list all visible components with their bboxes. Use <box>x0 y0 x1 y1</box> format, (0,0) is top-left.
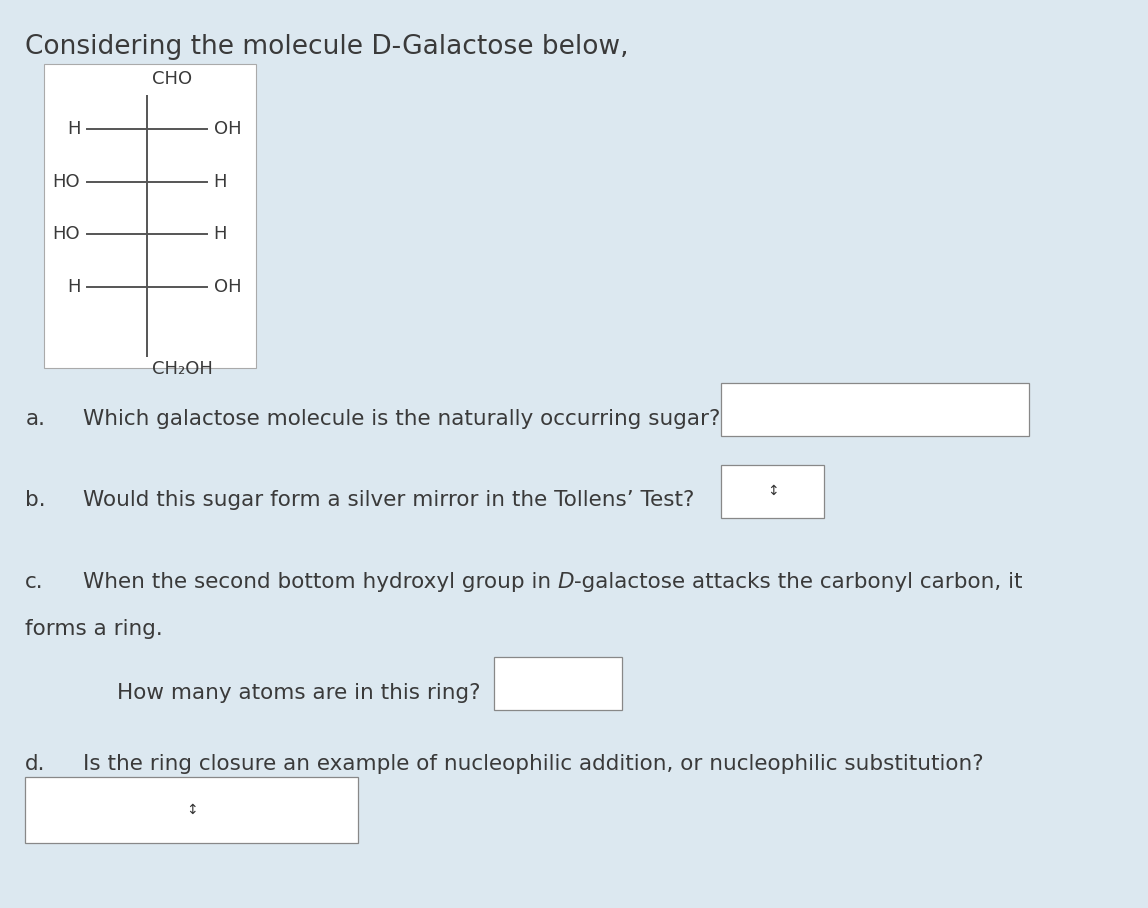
Text: Would this sugar form a silver mirror in the Tollens’ Test?: Would this sugar form a silver mirror in… <box>83 490 695 510</box>
Text: ↕: ↕ <box>767 484 778 498</box>
Bar <box>25 777 358 843</box>
Text: CH₂OH: CH₂OH <box>152 360 212 379</box>
Text: forms a ring.: forms a ring. <box>25 619 163 639</box>
Text: HO: HO <box>53 225 80 243</box>
Text: How many atoms are in this ring?: How many atoms are in this ring? <box>117 683 481 703</box>
Text: When the second bottom hydroxyl group in: When the second bottom hydroxyl group in <box>83 572 558 592</box>
Text: d.: d. <box>25 754 46 774</box>
Text: D: D <box>558 572 574 592</box>
Text: Considering the molecule D-Galactose below,: Considering the molecule D-Galactose bel… <box>25 34 629 60</box>
Text: OH: OH <box>214 120 241 138</box>
Text: b.: b. <box>25 490 46 510</box>
Text: H: H <box>67 278 80 296</box>
Text: -galactose attacks the carbonyl carbon, it: -galactose attacks the carbonyl carbon, … <box>574 572 1023 592</box>
Text: H: H <box>214 173 227 191</box>
Text: H: H <box>67 120 80 138</box>
Text: CHO: CHO <box>152 70 192 88</box>
Text: c.: c. <box>25 572 44 592</box>
Bar <box>44 64 256 368</box>
Text: Which galactose molecule is the naturally occurring sugar?: Which galactose molecule is the naturall… <box>83 409 720 429</box>
Bar <box>721 383 1029 436</box>
Bar <box>721 465 824 518</box>
Text: H: H <box>214 225 227 243</box>
Text: Is the ring closure an example of nucleophilic addition, or nucleophilic substit: Is the ring closure an example of nucleo… <box>83 754 984 774</box>
Text: a.: a. <box>25 409 45 429</box>
Text: OH: OH <box>214 278 241 296</box>
Bar <box>494 657 622 710</box>
Text: ↕: ↕ <box>186 803 197 817</box>
Text: HO: HO <box>53 173 80 191</box>
